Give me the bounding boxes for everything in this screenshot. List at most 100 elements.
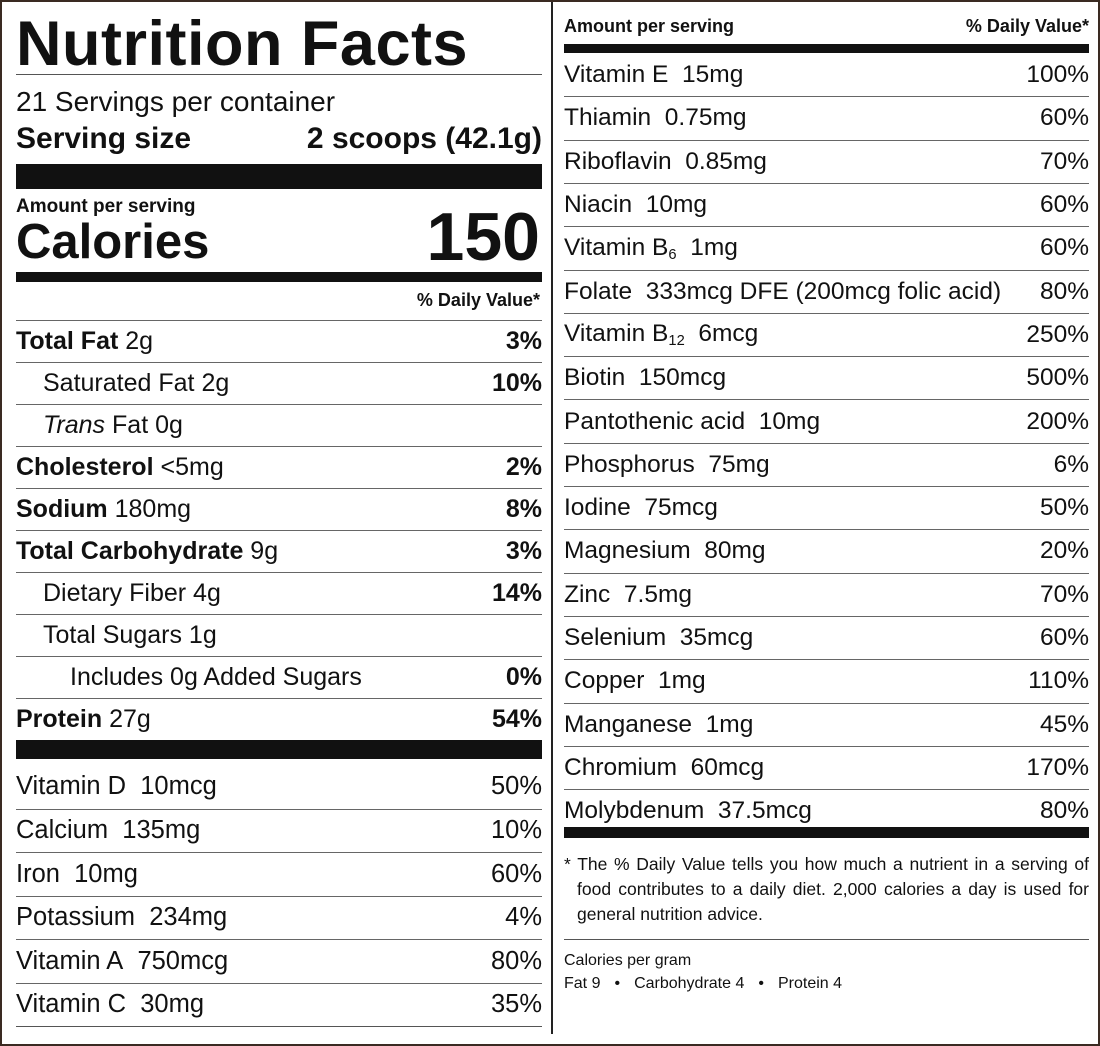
row-name: Vitamin D 10mcg (16, 772, 217, 801)
amount: 2g (201, 369, 230, 397)
row: Folate 333mcg DFE (200mcg folic acid) 80% (564, 269, 1089, 313)
row: Biotin 150mcg 500% (564, 356, 1089, 399)
serving-size: Serving size 2 scoops (42.1g) (16, 122, 542, 156)
amount: 80mg (704, 537, 766, 565)
daily-value: 54% (491, 705, 542, 733)
row: Chromium 60mcg 170% (564, 745, 1089, 789)
nutrient-name: Potassium (16, 903, 136, 932)
amount-per-serving: Amount per serving (16, 196, 196, 217)
row: Phosphorus 75mg 6% (564, 442, 1089, 486)
calories-label: Calories (16, 215, 210, 269)
amount: 0.75mg (664, 104, 747, 132)
amount: 9g (250, 537, 279, 565)
row: Iodine 75mcg 50% (564, 486, 1089, 529)
row-name: Phosphorus 75mg (564, 451, 770, 479)
nutrient-name: Zinc (564, 580, 611, 608)
daily-value: 8% (505, 495, 542, 523)
row-name: Chromium 60mcg (564, 754, 764, 782)
daily-value: 100% (1026, 60, 1089, 88)
row-name: Total Carbohydrate 9g (16, 537, 278, 566)
row-name: Iodine 75mcg (564, 494, 718, 522)
nutrient-name: Folate (564, 277, 633, 305)
daily-value: 60% (1039, 191, 1089, 219)
row-name: Vitamin B12 6mcg (564, 320, 758, 349)
row: Thiamin 0.75mg 60% (564, 96, 1089, 139)
nutrient-name: Saturated Fat (43, 369, 195, 397)
daily-value: 3% (505, 327, 542, 355)
calories-per-gram: Fat 9 • Carbohydrate 4 • Protein 4 (564, 975, 842, 993)
daily-value: 500% (1026, 364, 1089, 392)
row: Protein 27g 54% (16, 698, 542, 740)
daily-value: 20% (1039, 537, 1089, 565)
amount: 10mcg (140, 772, 217, 801)
row: Calcium 135mg 10% (16, 808, 542, 853)
nutrient-name: Vitamin A (16, 946, 124, 975)
row: Vitamin B12 6mcg 250% (564, 312, 1089, 356)
row-name: Potassium 234mg (16, 903, 227, 932)
amount: 1mg (690, 233, 738, 261)
calories-per-gram-label: Calories per gram (564, 952, 692, 969)
daily-value: 50% (1039, 494, 1089, 522)
subscript: 6 (668, 246, 677, 263)
nutrient-name: Manganese (564, 710, 693, 738)
nutrient-name: Pantothenic acid (564, 407, 746, 435)
row: Selenium 35mcg 60% (564, 615, 1089, 659)
amount: 10mg (645, 191, 708, 219)
nutrient-name: Cholesterol (16, 453, 154, 481)
amount: 0g (155, 411, 183, 439)
amount: 37.5mcg (717, 797, 812, 825)
row-name: Niacin 10mg (564, 191, 707, 219)
row-name: Biotin 150mcg (564, 364, 726, 392)
amount: 10mg (758, 407, 821, 435)
amount: 0.85mg (685, 147, 767, 175)
daily-value: 50% (490, 772, 542, 801)
row-name: Magnesium 80mg (564, 537, 766, 565)
nutrient-name: Molybdenum (564, 797, 705, 825)
daily-value: 170% (1026, 753, 1089, 781)
nutrient-name: Phosphorus (564, 450, 695, 478)
nutrient-name: Dietary Fiber (43, 579, 187, 607)
calories-value: 150 (426, 199, 540, 275)
row-name: Sodium 180mg (16, 495, 191, 524)
daily-value: 60% (490, 859, 542, 888)
row-name: Total Sugars 1g (16, 621, 217, 650)
row-name: Vitamin E 15mg (564, 61, 743, 89)
name-prefix: Trans (43, 411, 106, 439)
row-name: Calcium 135mg (16, 816, 200, 845)
supplement-dv-header: % Daily Value* (965, 16, 1089, 36)
amount: 234mg (149, 903, 228, 932)
amount: <5mg (160, 453, 224, 481)
nutrient-name: Vitamin E (564, 60, 669, 88)
row: Sodium 180mg 8% (16, 488, 542, 530)
nutrient-name: Chromium (564, 753, 677, 781)
nutrient-name: Magnesium (564, 537, 691, 565)
row: Manganese 1mg 45% (564, 702, 1089, 746)
nutrient-name: Vitamin B (564, 320, 669, 348)
amount: 60mcg (690, 753, 765, 781)
nutrient-name: Vitamin C (16, 990, 127, 1019)
row-name: Vitamin C 30mg (16, 990, 204, 1019)
daily-value: 60% (1039, 234, 1089, 262)
nutrient-name: Iodine (564, 494, 631, 522)
nutrient-name: Calcium (16, 816, 109, 845)
daily-value: 80% (490, 946, 542, 975)
nutrient-name: Iron (16, 859, 60, 888)
daily-value: 2% (505, 453, 542, 481)
amount: 2g (125, 327, 154, 355)
daily-value: 110% (1028, 667, 1089, 695)
row: Vitamin D 10mcg 50% (16, 765, 542, 809)
amount: 150mcg (638, 364, 727, 392)
calories-per-gram-item: Carbohydrate 4 (634, 975, 745, 992)
row: Vitamin C 30mg 35% (16, 982, 542, 1027)
amount: 4g (193, 579, 221, 607)
amount: 35mcg (679, 624, 754, 652)
amount: 1g (188, 621, 217, 649)
row-name: Folate 333mcg DFE (200mcg folic acid) (564, 278, 1001, 306)
daily-value: 250% (1026, 320, 1089, 348)
daily-value: 3% (505, 537, 542, 565)
row-name: Trans Fat 0g (16, 411, 183, 440)
daily-value-header: % Daily Value* (416, 290, 540, 310)
nutrient-name: Protein (16, 705, 103, 733)
nutrient-name: Total Sugars (43, 621, 182, 649)
